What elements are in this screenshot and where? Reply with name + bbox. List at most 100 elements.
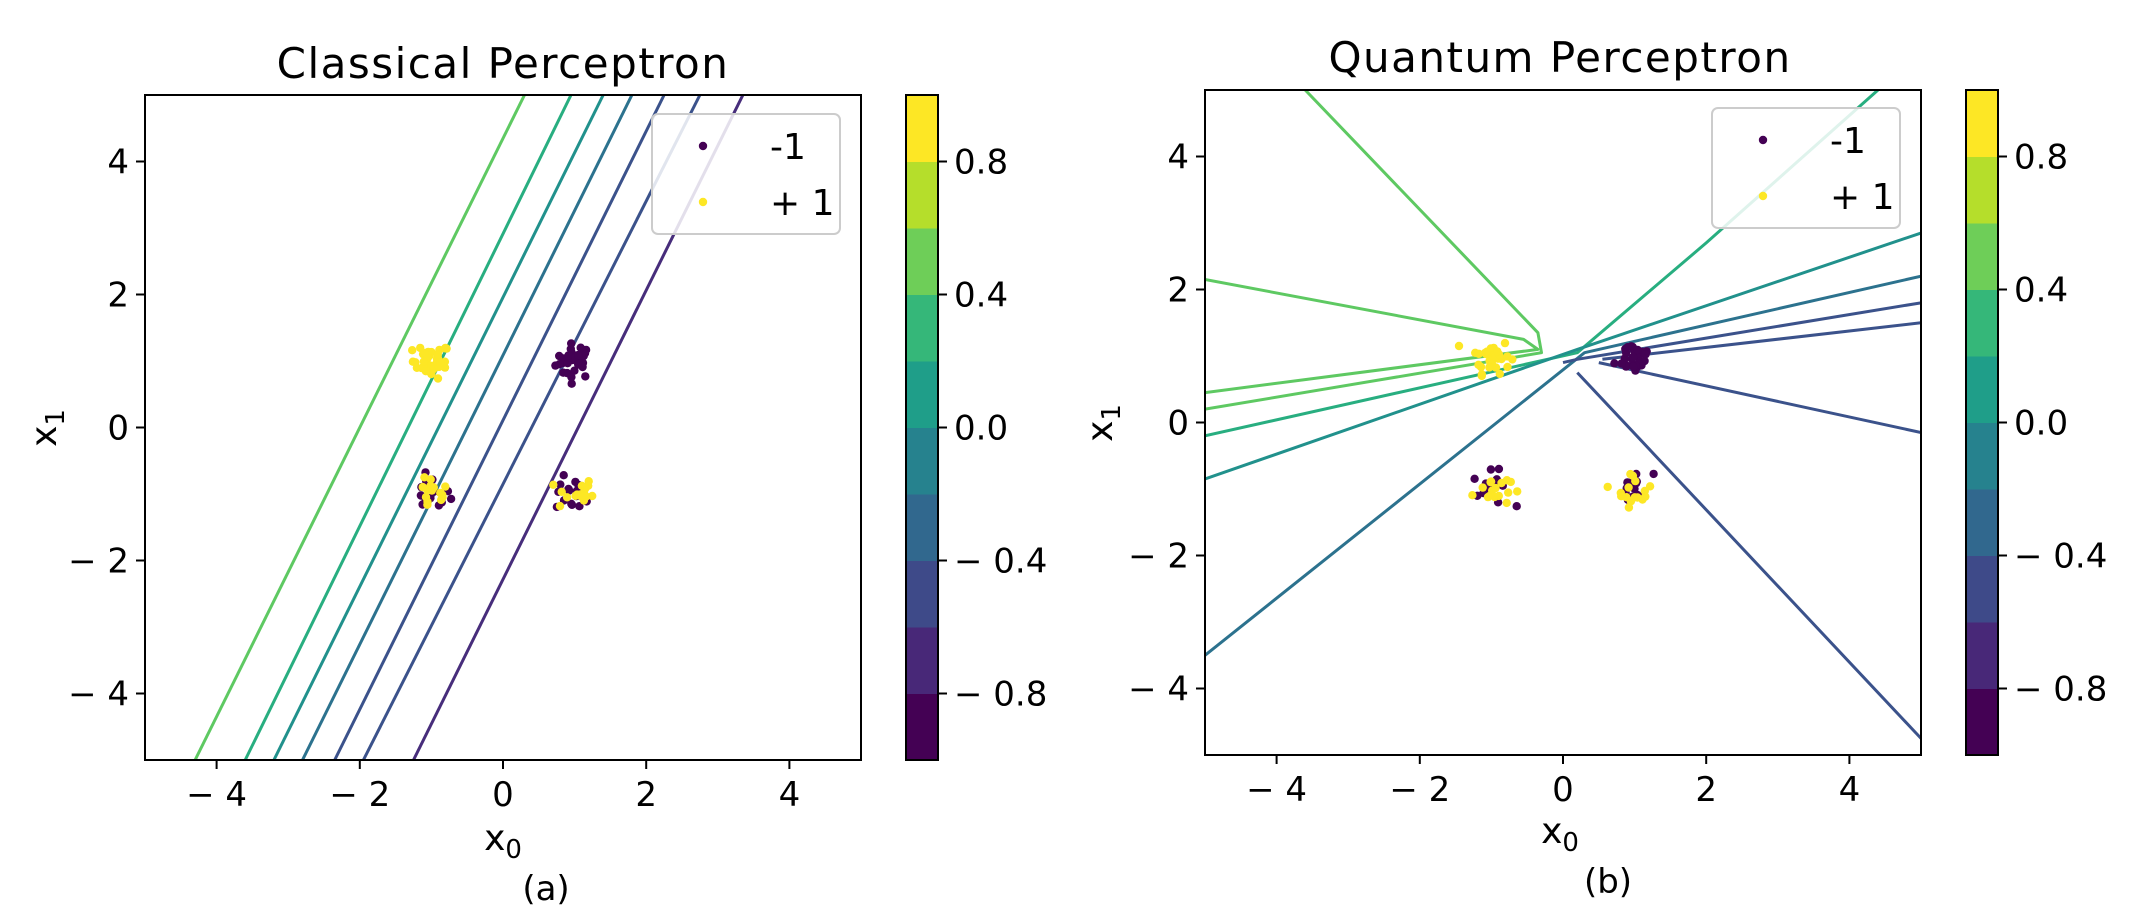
contour-line [272,95,605,760]
scatter-point [423,500,432,509]
colorbar-tick-label: − 0.4 [2014,537,2107,577]
legend-marker [698,197,708,207]
scatter-point [412,363,422,372]
scatter-point [427,369,436,379]
contour-line [1562,301,1921,365]
contour-line [1576,371,1921,740]
x-tick-label: − 2 [329,775,390,815]
contour-line [1205,278,1540,395]
scatter-point [1500,338,1510,348]
scatter-point [441,482,450,491]
colorbar-band [1966,156,1998,224]
x-tick-label: 4 [779,775,801,815]
scatter-point [1491,483,1500,493]
colorbar-tick-label: 0.4 [2014,271,2068,311]
chart-title: Quantum Perceptron [1328,33,1791,82]
contour-line [1205,90,1543,411]
contour-line [333,95,666,760]
colorbar-band [1966,489,1998,556]
scatter-point [1645,482,1655,491]
colorbar-band [906,228,938,295]
contour-line [1602,321,1921,361]
plot-area [1205,90,1921,740]
scatter-point [571,477,580,487]
colorbar-tick-label: 0.0 [954,409,1008,449]
scatter-point [1494,491,1504,501]
x-tick-label: 2 [635,775,657,815]
colorbar-tick-label: 0.8 [2014,138,2068,178]
scatter-point [1486,477,1495,487]
scatter-point [1629,362,1638,371]
scatter-point [1508,355,1517,364]
x-tick-label: 4 [1839,770,1861,810]
legend-marker [698,141,708,151]
tick-group: − 4 − 2 0 2 4 4 2 0 − 2 − 4 [1128,138,1860,811]
scatter-point [1621,348,1631,357]
scatter-point [562,493,572,502]
contour-line [1598,361,1921,434]
scatter-point [1454,341,1464,351]
plot-area [193,95,745,760]
colorbar-band [906,693,938,761]
scatter-point [1628,471,1638,480]
panel-caption: (a) [522,869,569,905]
x-axis-label: x0 [1541,811,1579,858]
x-tick-label: 2 [1695,770,1717,810]
scatter-point [564,351,573,360]
scatter-point [1504,488,1513,497]
scatter-point [435,345,444,355]
colorbar-band [906,161,938,229]
scatter-point [576,343,585,352]
scatter-point [581,372,590,381]
panel-classical: Classical Perceptron − 4 − 2 0 2 4 4 2 0 − 2− 4 … [24,39,1047,905]
colorbar-tick-label: − 0.8 [2014,670,2107,710]
scatter-point [1503,362,1512,372]
colorbar-tick-label: − 0.8 [954,675,1047,715]
scatter-point [1474,349,1484,358]
legend-label: + 1 [770,183,835,224]
scatter-point [1485,491,1495,500]
scatter-point [584,477,593,486]
y-tick-label: 0 [107,409,129,449]
colorbar-band [1966,289,1998,357]
scatter-point [575,502,584,511]
scatter-point [555,360,564,369]
scatter-point [572,490,582,499]
colorbar-band [1966,555,1998,623]
scatter-point [567,379,576,388]
colorbar: 0.8 0.4 0.0 − 0.4 − 0.8 [1965,89,2107,756]
scatter-point [555,501,565,511]
contour-line [301,95,634,760]
scatter-point [1624,483,1633,492]
scatter-point [423,485,432,495]
y-tick-label: − 2 [68,542,129,582]
y-tick-label: 4 [1167,138,1189,178]
colorbar-band [906,427,938,495]
scatter-point [420,348,429,358]
scatter-point [433,374,443,383]
scatter-point [420,473,429,482]
scatter-point [557,487,566,496]
x-tick-label: 0 [492,775,514,815]
contour-line [193,95,526,760]
y-tick-label: − 4 [1128,670,1189,710]
scatter-point [1513,487,1522,496]
scatter-point [570,366,579,375]
colorbar: 0.8 0.4 0.0 − 0.4 − 0.8 [905,94,1047,761]
x-tick-label: 0 [1552,770,1574,810]
scatter-point [559,471,568,480]
scatter-point [574,350,583,360]
colorbar-tick-label: 0.0 [2014,404,2068,444]
colorbar-band [1966,90,1998,157]
colorbar-band [1966,223,1998,290]
contour-line [1205,231,1921,481]
legend-label: + 1 [1830,177,1895,218]
legend-label: -1 [770,127,806,168]
chart-title: Classical Perceptron [277,39,730,88]
colorbar-band [1966,622,1998,689]
panel-caption: (b) [1584,862,1632,902]
scatter-point [436,495,446,505]
y-tick-label: 0 [1167,404,1189,444]
scatter-point [1641,350,1650,359]
scatter-point [446,494,456,504]
